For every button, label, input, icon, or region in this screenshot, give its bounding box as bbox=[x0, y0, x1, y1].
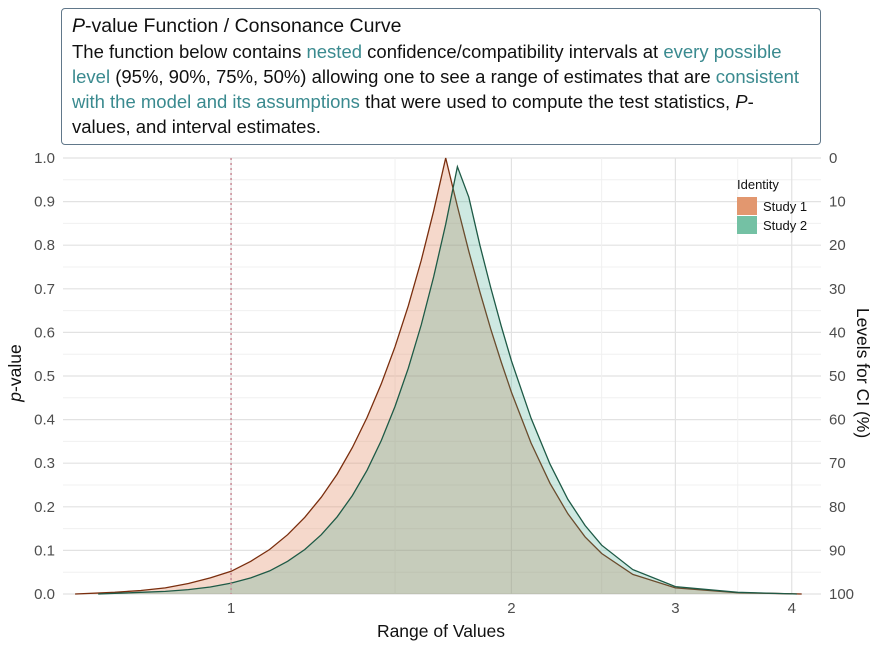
series-areas bbox=[75, 157, 802, 595]
y2-tick-label: 30 bbox=[829, 281, 846, 298]
y2-tick-label: 10 bbox=[829, 194, 846, 211]
annotation-body: The function below contains nested confi… bbox=[72, 39, 810, 139]
x-tick-label: 2 bbox=[507, 600, 515, 617]
y-tick-label: 0.7 bbox=[34, 281, 55, 298]
series-area-1 bbox=[75, 158, 802, 594]
y2-tick-label: 20 bbox=[829, 237, 846, 254]
x-axis-title: Range of Values bbox=[377, 621, 505, 641]
series-line-2 bbox=[98, 164, 797, 595]
annotation-title-rest: -value Function / Consonance Curve bbox=[85, 15, 402, 37]
y-tick-label: 0.1 bbox=[34, 542, 55, 559]
series-line-1 bbox=[75, 157, 802, 595]
legend-title: Identity bbox=[737, 177, 779, 192]
annotation-title: P-value Function / Consonance Curve bbox=[72, 14, 810, 39]
y2-tick-label: 50 bbox=[829, 368, 846, 385]
annotation-highlight: consistent with the model and its assump… bbox=[72, 66, 800, 112]
annotation-text: that were used to compute the test stati… bbox=[359, 91, 736, 112]
annotation-text: The function below contains bbox=[72, 41, 307, 62]
y-axis-title: p-value bbox=[5, 344, 25, 402]
legend-label-1: Study 1 bbox=[763, 199, 807, 214]
annotation-highlight: every possible level bbox=[72, 41, 782, 87]
y-tick-label: 0.4 bbox=[34, 412, 55, 429]
legend: Identity Study 1 Study 2 bbox=[737, 177, 807, 234]
y2-tick-label: 90 bbox=[829, 542, 846, 559]
y-tick-label: 0.9 bbox=[34, 194, 55, 211]
legend-swatch-1 bbox=[737, 197, 757, 215]
y-tick-label: 0.3 bbox=[34, 455, 55, 472]
annotation-highlight: nested bbox=[306, 41, 363, 62]
annotation-text: P bbox=[735, 91, 748, 112]
annotation-title-italic: P bbox=[72, 15, 86, 37]
y2-tick-label: 40 bbox=[829, 324, 846, 341]
y-axis-title-rest: -value bbox=[5, 344, 25, 392]
y-tick-label: 0.8 bbox=[34, 237, 55, 254]
annotation-box: P-value Function / Consonance Curve The … bbox=[61, 8, 821, 145]
y-tick-label: 0.6 bbox=[34, 324, 55, 341]
series-area-2 bbox=[98, 166, 797, 594]
legend-swatch-2 bbox=[737, 216, 757, 234]
y2-tick-label: 60 bbox=[829, 412, 846, 429]
x-axis-ticks: 1 2 3 4 bbox=[227, 600, 796, 617]
annotation-text: -values, and interval estimates. bbox=[72, 91, 754, 137]
y2-tick-label: 70 bbox=[829, 455, 846, 472]
annotation-text: confidence/compatibility intervals at bbox=[362, 41, 664, 62]
y-axis-title-italic: p bbox=[5, 392, 25, 403]
y2-tick-label: 100 bbox=[829, 586, 854, 603]
y-tick-label: 0.5 bbox=[34, 368, 55, 385]
y2-tick-label: 0 bbox=[829, 150, 837, 167]
x-tick-label: 4 bbox=[788, 600, 796, 617]
y2-tick-label: 80 bbox=[829, 499, 846, 516]
annotation-text: (95%, 90%, 75%, 50%) allowing one to see… bbox=[110, 66, 716, 87]
y-tick-label: 1.0 bbox=[34, 150, 55, 167]
y-axis-ticks: 0.0 0.1 0.2 0.3 0.4 0.5 0.6 0.7 0.8 0.9 1.0 bbox=[34, 150, 55, 603]
legend-label-2: Study 2 bbox=[763, 218, 807, 233]
y-tick-label: 0.0 bbox=[34, 586, 55, 603]
x-tick-label: 3 bbox=[671, 600, 679, 617]
grid-lines bbox=[63, 157, 821, 595]
x-tick-label: 1 bbox=[227, 600, 235, 617]
y-tick-label: 0.2 bbox=[34, 499, 55, 516]
y2-axis-title: Levels for CI (%) bbox=[853, 308, 873, 438]
